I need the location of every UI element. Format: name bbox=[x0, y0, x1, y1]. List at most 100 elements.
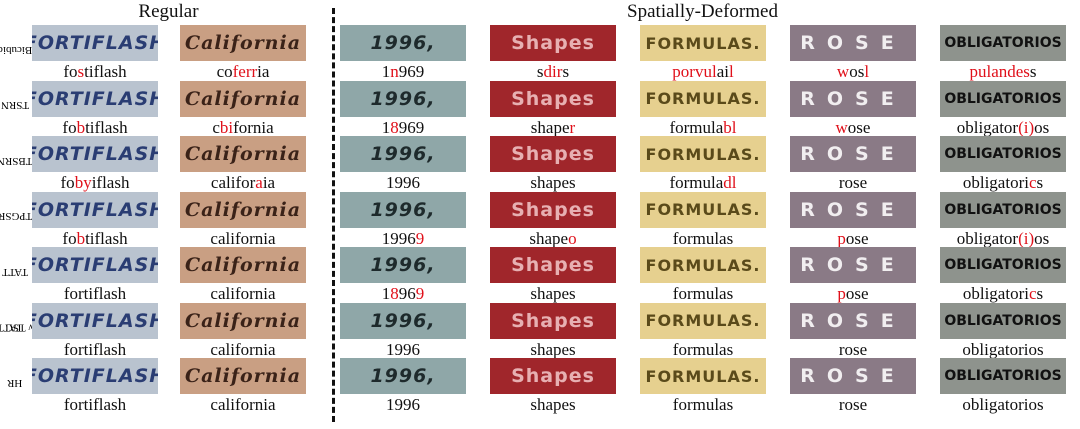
recognition-result: california bbox=[168, 396, 318, 414]
method-text: HR bbox=[7, 374, 23, 389]
correct-chars: formulas bbox=[672, 395, 734, 414]
correct-chars: formula bbox=[669, 173, 724, 192]
recognition-result: 1996 bbox=[328, 396, 478, 414]
image-crop: 1996, bbox=[340, 25, 466, 61]
image-crop: FORMULAS. bbox=[640, 80, 766, 117]
correct-chars: tiflash bbox=[85, 228, 128, 248]
correct-chars: s bbox=[1036, 173, 1044, 192]
correct-chars: obligatorios bbox=[962, 339, 1044, 359]
recognition-result: shapes bbox=[478, 396, 628, 414]
recognition-result: shapes bbox=[478, 285, 628, 303]
method-line: Bicubic bbox=[0, 43, 33, 56]
image-crop: 1996, bbox=[340, 80, 466, 117]
image-crop: California bbox=[180, 358, 306, 394]
image-crop: Shapes bbox=[490, 191, 616, 228]
correct-chars: os bbox=[849, 62, 865, 81]
recognition-result: pulandess bbox=[928, 63, 1078, 81]
error-chars: 8 bbox=[390, 284, 399, 303]
correct-chars: s bbox=[536, 62, 544, 81]
correct-chars: rose bbox=[838, 395, 868, 414]
error-chars: 9 bbox=[415, 228, 425, 248]
recognition-result: pose bbox=[778, 228, 928, 248]
error-chars: w bbox=[835, 117, 848, 137]
error-chars: b bbox=[76, 228, 86, 248]
error-chars: b bbox=[76, 117, 86, 137]
recognition-result: formulas bbox=[628, 285, 778, 303]
image-crop: FORTIFLASH bbox=[32, 191, 158, 228]
image-crop: Shapes bbox=[490, 302, 616, 339]
image-crop: ROSE bbox=[790, 358, 916, 394]
error-chars: porvul bbox=[672, 62, 717, 81]
method-line: HR bbox=[7, 376, 23, 389]
recognition-result: coferria bbox=[168, 63, 318, 81]
correct-chars: s bbox=[1036, 284, 1044, 303]
image-crop: FORTIFLASH bbox=[32, 358, 158, 394]
image-crop: OBLIGATORIOS bbox=[940, 80, 1066, 117]
recognition-result: porvulail bbox=[628, 63, 778, 81]
correct-chars: fortiflash bbox=[63, 339, 127, 359]
recognition-result: obligator(i)os bbox=[928, 117, 1078, 137]
correct-chars: fornia bbox=[233, 117, 274, 137]
error-chars: bi bbox=[219, 117, 234, 137]
error-chars: l bbox=[728, 62, 734, 81]
recognition-result: 1996 bbox=[328, 174, 478, 192]
recognition-result: fobtiflash bbox=[20, 228, 170, 248]
recognition-result: rose bbox=[778, 396, 928, 414]
recognition-result: rose bbox=[778, 340, 928, 359]
method-line: TBSRN bbox=[0, 154, 33, 167]
recognition-result: pose bbox=[778, 285, 928, 303]
correct-chars: tiflash bbox=[85, 117, 128, 137]
correct-chars: 1996 bbox=[386, 395, 420, 414]
recognition-result: obligatorics bbox=[928, 174, 1078, 192]
error-chars: n bbox=[390, 62, 399, 81]
recognition-result: shapes bbox=[478, 339, 628, 359]
method-text: TBSRN bbox=[0, 142, 33, 177]
correct-chars: ia bbox=[257, 62, 270, 81]
recognition-result: wose bbox=[778, 117, 928, 137]
correct-chars: 96 bbox=[398, 284, 416, 303]
method-line: TPGSR bbox=[0, 210, 33, 222]
method-text: TATTw TSC bbox=[0, 311, 36, 342]
image-crop: 1996, bbox=[340, 191, 466, 228]
error-chars: r bbox=[569, 117, 576, 137]
error-chars: pulandes bbox=[969, 62, 1030, 81]
image-crop: California bbox=[180, 80, 306, 117]
error-chars: p bbox=[837, 228, 846, 248]
correct-chars: shapes bbox=[530, 339, 576, 359]
correct-chars: fortiflash bbox=[63, 284, 127, 303]
image-crop: California bbox=[180, 302, 306, 339]
recognition-result: 19969 bbox=[328, 228, 478, 248]
error-chars: o bbox=[568, 228, 577, 248]
correct-chars: shapes bbox=[530, 395, 576, 414]
image-crop: ROSE bbox=[790, 191, 916, 228]
error-chars: l bbox=[864, 62, 870, 81]
error-chars: 8 bbox=[390, 117, 399, 137]
correct-chars: formula bbox=[669, 117, 724, 137]
recognition-result: fostiflash bbox=[20, 63, 170, 81]
image-crop: Shapes bbox=[490, 25, 616, 61]
recognition-result: rose bbox=[778, 174, 928, 192]
error-chars: (i) bbox=[1018, 117, 1035, 137]
recognition-result: california bbox=[168, 229, 318, 248]
image-crop: FORTIFLASH bbox=[32, 302, 158, 339]
image-crop: OBLIGATORIOS bbox=[940, 191, 1066, 228]
recognition-result: 1996 bbox=[328, 340, 478, 359]
error-chars: p bbox=[837, 284, 846, 303]
error-chars: 9 bbox=[415, 284, 425, 303]
error-chars: a bbox=[255, 173, 263, 192]
correct-chars: obligator bbox=[956, 228, 1019, 248]
image-crop: FORMULAS. bbox=[640, 25, 766, 61]
image-crop: OBLIGATORIOS bbox=[940, 247, 1066, 283]
correct-chars: 969 bbox=[398, 62, 425, 81]
recognition-result: fortiflash bbox=[20, 396, 170, 414]
image-crop: Shapes bbox=[490, 80, 616, 117]
image-crop: ROSE bbox=[790, 247, 916, 283]
recognition-result: shapes bbox=[478, 174, 628, 192]
method-text: TPGSR bbox=[0, 198, 32, 232]
error-chars: ferr bbox=[232, 62, 258, 81]
image-crop: ROSE bbox=[790, 25, 916, 61]
recognition-result: 18969 bbox=[328, 285, 478, 303]
recognition-result: formulabl bbox=[628, 117, 778, 137]
recognition-result: fobyiflash bbox=[20, 174, 170, 192]
correct-chars: fo bbox=[63, 62, 78, 81]
